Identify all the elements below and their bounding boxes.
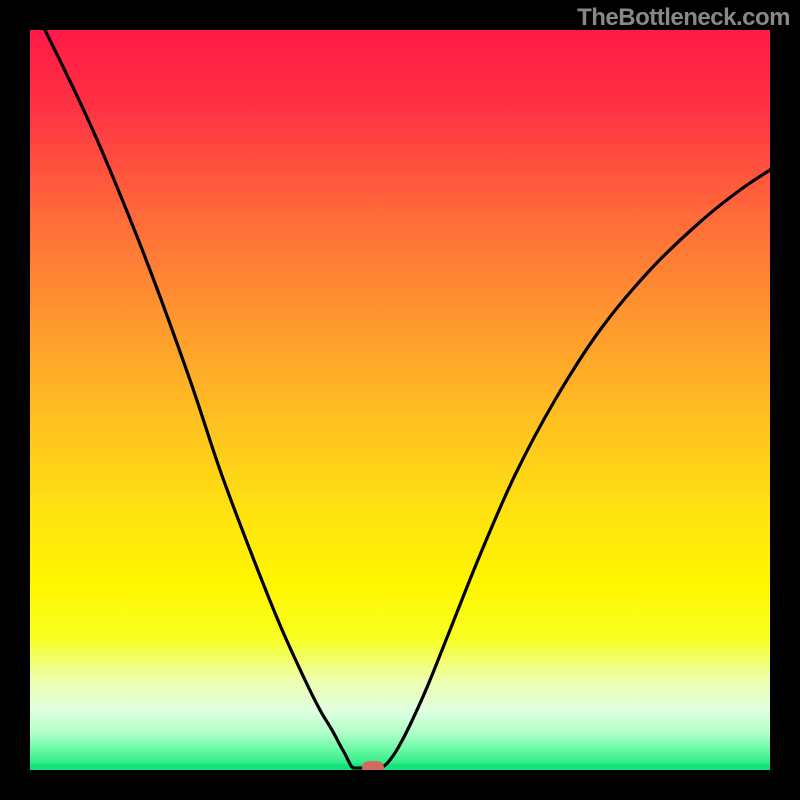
watermark-text: TheBottleneck.com [577, 4, 790, 32]
bottleneck-chart [0, 0, 800, 800]
black-border-right [770, 0, 800, 800]
gradient-background [30, 30, 770, 770]
black-border-bottom [0, 770, 800, 800]
black-border-left [0, 0, 30, 800]
green-bottom-band [30, 764, 770, 770]
chart-container: TheBottleneck.com [0, 0, 800, 800]
